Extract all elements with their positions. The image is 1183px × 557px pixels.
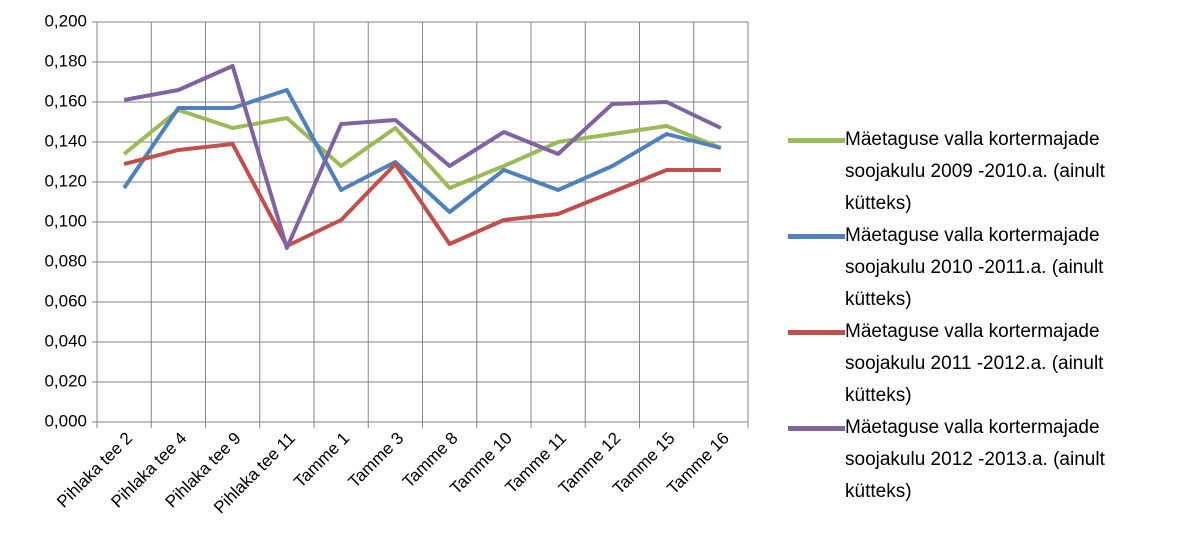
series-line	[122, 108, 722, 190]
y-tick-label: 0,140	[44, 131, 87, 150]
legend-label: Mäetaguse valla kortermajade soojakulu 2…	[845, 321, 1104, 406]
legend-item: Mäetaguse valla kortermajade soojakulu 2…	[788, 220, 1178, 316]
legend-item: Mäetaguse valla kortermajade soojakulu 2…	[788, 412, 1178, 508]
legend-item: Mäetaguse valla kortermajade soojakulu 2…	[788, 124, 1178, 220]
series-line	[123, 142, 721, 248]
legend-label: Mäetaguse valla kortermajade soojakulu 2…	[845, 417, 1105, 502]
y-tick-label: 0,120	[44, 171, 87, 190]
legend-swatch	[788, 426, 845, 431]
legend-swatch	[788, 234, 845, 239]
series-line	[122, 88, 722, 214]
legend-swatch	[788, 330, 845, 335]
legend-label: Mäetaguse valla kortermajade soojakulu 2…	[845, 225, 1104, 310]
series-line	[123, 64, 722, 250]
legend-swatch	[788, 138, 845, 143]
y-tick-label: 0,200	[44, 11, 87, 30]
y-tick-label: 0,160	[44, 91, 87, 110]
x-tick-label: Tamme 3	[344, 429, 407, 492]
y-tick-label: 0,100	[44, 211, 87, 230]
y-tick-label: 0,080	[44, 251, 87, 270]
y-tick-label: 0,180	[44, 51, 87, 70]
y-tick-label: 0,060	[44, 291, 87, 310]
y-tick-label: 0,020	[44, 371, 87, 390]
y-tick-label: 0,000	[44, 411, 87, 430]
legend-item: Mäetaguse valla kortermajade soojakulu 2…	[788, 316, 1178, 412]
y-tick-label: 0,040	[44, 331, 87, 350]
legend-label: Mäetaguse valla kortermajade soojakulu 2…	[845, 129, 1105, 214]
x-tick-label: Tamme 1	[290, 429, 353, 492]
